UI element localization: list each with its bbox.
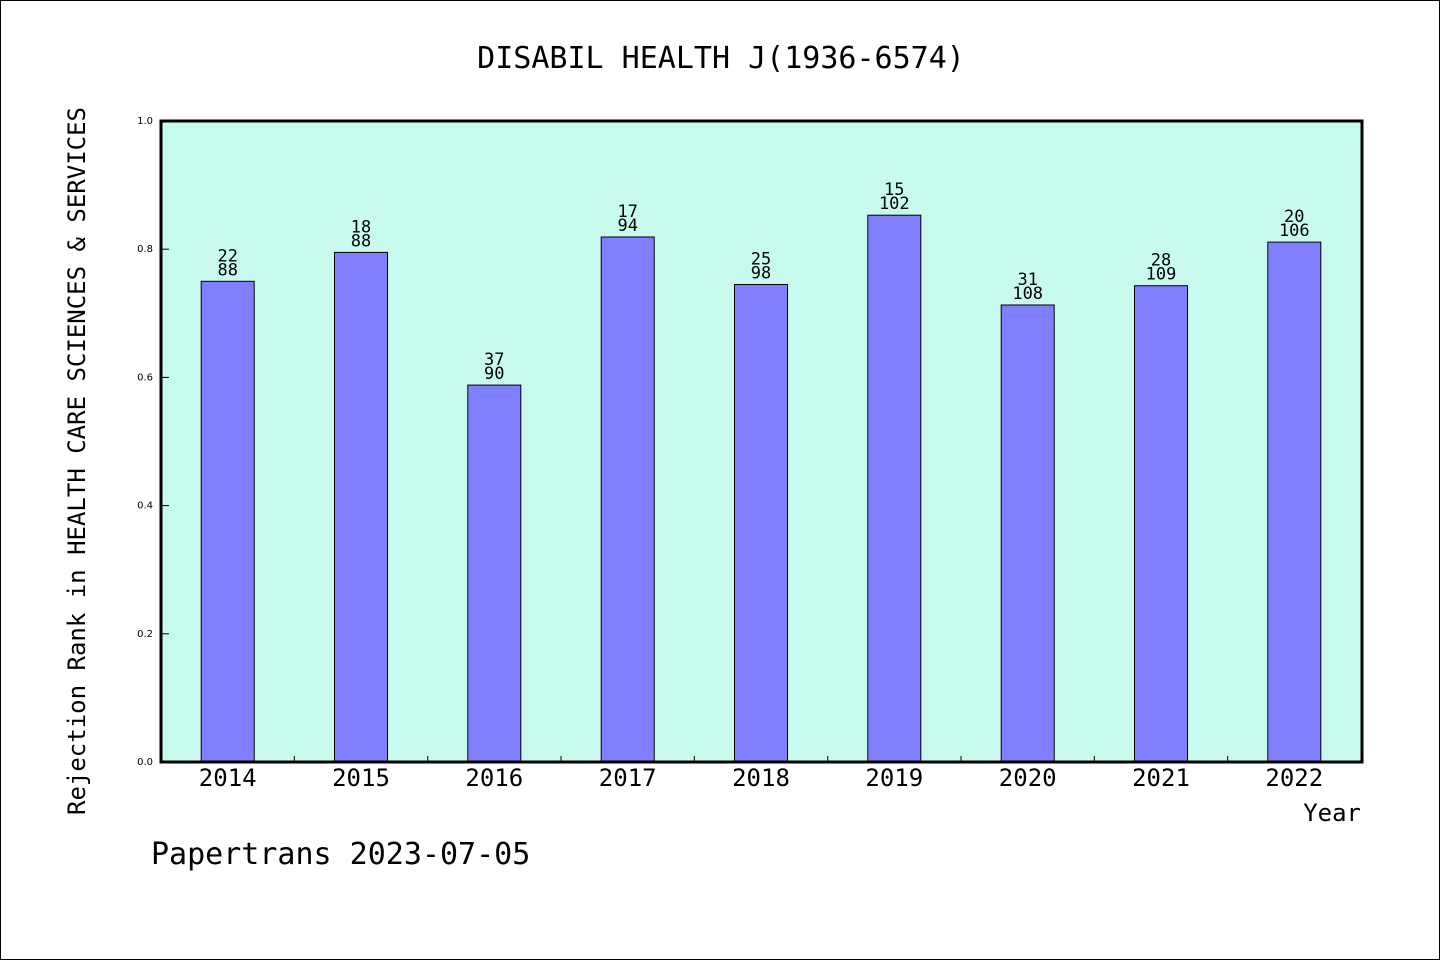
bar-2021 bbox=[1134, 285, 1188, 763]
y-tick-label-0.4: 0.4 bbox=[137, 501, 153, 512]
bar-2018 bbox=[734, 284, 788, 763]
total-label-2022: 106 bbox=[1279, 221, 1310, 241]
total-label-2016: 90 bbox=[484, 364, 504, 384]
x-tick-label-2017: 2017 bbox=[599, 764, 657, 792]
bar-2016 bbox=[467, 384, 522, 763]
x-tick-label-2021: 2021 bbox=[1132, 764, 1190, 792]
y-axis-label: Rejection Rank in HEALTH CARE SCIENCES &… bbox=[63, 107, 91, 815]
plot-frame bbox=[159, 119, 1364, 764]
total-label-2020: 108 bbox=[1012, 284, 1043, 304]
rank-label-2017: 17 bbox=[617, 202, 637, 222]
bar-2017 bbox=[600, 236, 655, 763]
bars-group bbox=[200, 214, 1322, 763]
chart-title: DISABIL HEALTH J(1936-6574) bbox=[477, 41, 965, 76]
x-tick-label-2020: 2020 bbox=[999, 764, 1057, 792]
x-tick-label-2022: 2022 bbox=[1265, 764, 1323, 792]
bar-2020 bbox=[1000, 304, 1055, 763]
rank-label-2014: 22 bbox=[217, 246, 237, 266]
bar-2022 bbox=[1267, 241, 1322, 763]
y-tick-label-0.2: 0.2 bbox=[137, 629, 153, 640]
total-label-2018: 98 bbox=[751, 264, 771, 284]
rank-label-2016: 37 bbox=[484, 350, 504, 370]
y-tick-label-0.6: 0.6 bbox=[137, 372, 153, 383]
total-label-2017: 94 bbox=[617, 216, 637, 236]
x-tick-label-2019: 2019 bbox=[865, 764, 923, 792]
x-tick-label-2015: 2015 bbox=[332, 764, 390, 792]
bar-2015 bbox=[334, 251, 388, 763]
y-tick-label-0.0: 0.0 bbox=[137, 757, 153, 768]
total-label-2015: 88 bbox=[351, 231, 371, 251]
rank-label-2022: 20 bbox=[1284, 207, 1304, 227]
y-tick-label-1.0: 1.0 bbox=[137, 116, 153, 127]
x-tick-label-2014: 2014 bbox=[199, 764, 257, 792]
y-tick-label-0.8: 0.8 bbox=[137, 244, 153, 255]
total-label-2019: 102 bbox=[879, 194, 910, 214]
footer-credit: Papertrans 2023-07-05 bbox=[151, 837, 530, 872]
rank-label-2020: 31 bbox=[1017, 270, 1037, 290]
total-label-2014: 88 bbox=[217, 260, 237, 280]
axes-group: 2014 2015 2016 2017 2018 2019 2020 2021 20220.00… bbox=[137, 116, 1323, 792]
x-axis-label: Year bbox=[1303, 799, 1361, 827]
bar-2019 bbox=[867, 214, 922, 763]
bar-2014 bbox=[200, 280, 255, 763]
rank-label-2021: 28 bbox=[1151, 251, 1171, 271]
x-tick-label-2016: 2016 bbox=[465, 764, 523, 792]
total-label-2021: 109 bbox=[1146, 265, 1177, 285]
rank-label-2019: 15 bbox=[884, 180, 904, 200]
x-tick-label-2018: 2018 bbox=[732, 764, 790, 792]
rank-label-2015: 18 bbox=[351, 217, 371, 237]
rank-label-2018: 25 bbox=[751, 250, 771, 270]
